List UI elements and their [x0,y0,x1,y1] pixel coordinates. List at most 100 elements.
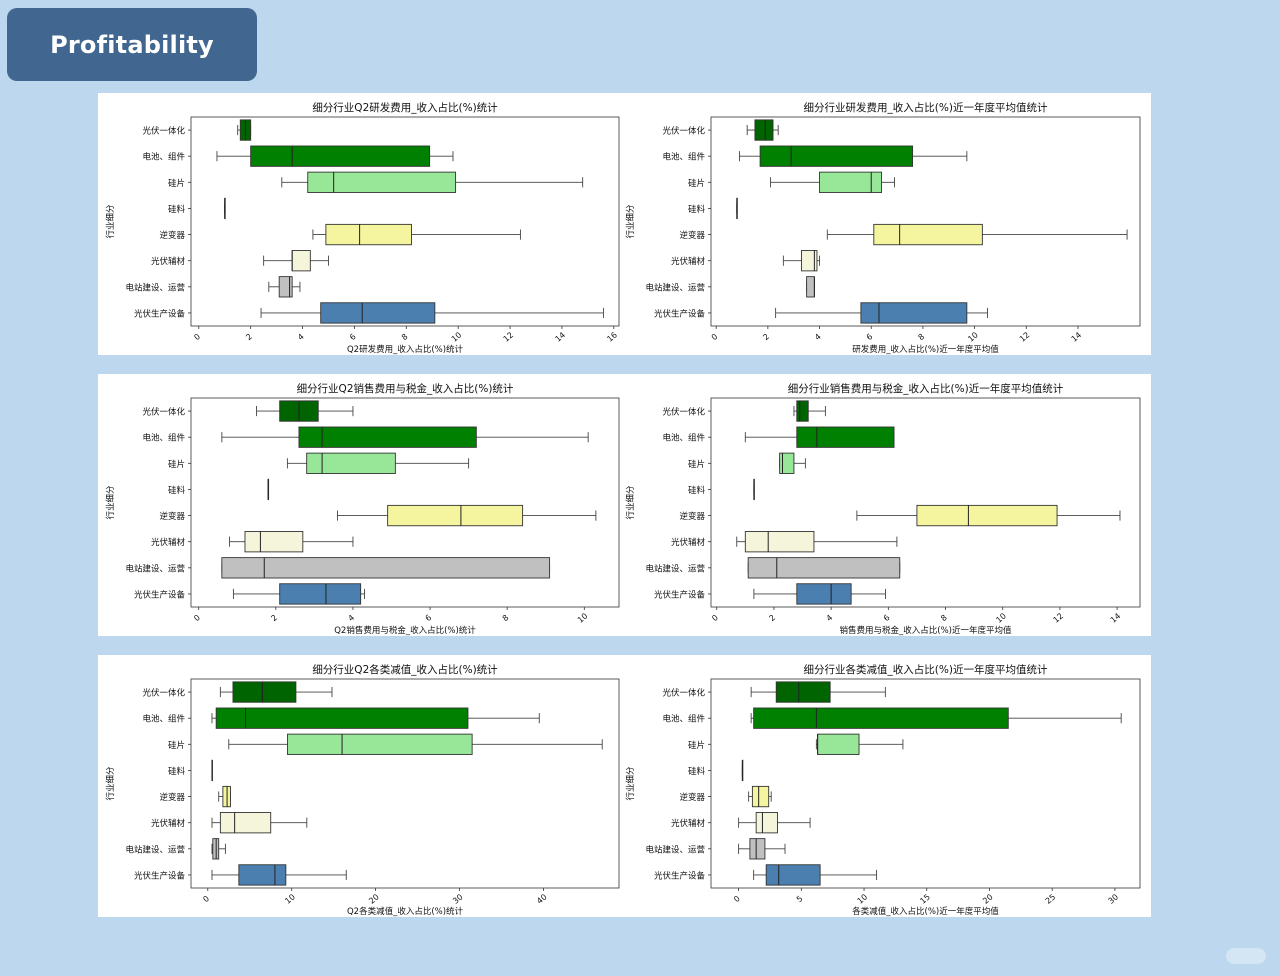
iqr-box [860,302,968,324]
iqr-box [307,171,457,193]
x-tick-label: 0 [710,332,720,342]
box-6 [263,250,329,272]
chart-2: 细分行业Q2销售费用与税金_收入占比(%)统计光伏一体化电池、组件硅片硅料逆变器… [105,382,620,636]
iqr-box [753,707,1009,729]
watermark [1226,948,1266,964]
iqr-box [751,785,770,808]
box-5 [312,223,521,246]
iqr-box [817,733,860,755]
chart-svg-2: 细分行业Q2各类减值_收入占比(%)统计光伏一体化电池、组件硅片硅料逆变器光伏辅… [105,663,1141,917]
x-axis-label: 销售费用与税金_收入占比(%)近一年度平均值 [840,625,1012,636]
box-4 [741,759,744,782]
x-tick-label: 20 [367,892,381,905]
box-2 [750,707,1122,729]
iqr-box [744,531,815,553]
chart-1: 细分行业研发费用_收入占比(%)近一年度平均值统计光伏一体化电池、组件硅片硅料逆… [625,101,1141,355]
iqr-box [754,119,774,141]
y-tick-label: 电站建设、运营 [645,844,705,855]
y-tick-label: 硅片 [168,178,185,189]
box-7 [806,276,815,298]
plot-frame [190,116,620,327]
x-tick-label: 8 [916,332,926,342]
x-tick-label: 4 [825,613,835,623]
iqr-box [801,250,818,272]
y-tick-label: 硅片 [688,740,705,751]
y-tick-label: 光伏辅材 [671,537,706,548]
iqr-box [806,276,815,298]
y-tick-label: 电站建设、运营 [125,563,185,574]
x-axis-label: Q2销售费用与税金_收入占比(%)统计 [334,625,476,636]
x-tick-label: 6 [865,332,875,342]
box-7 [268,276,301,298]
x-tick-label: 25 [1044,892,1058,905]
y-tick-label: 电池、组件 [142,714,185,725]
x-tick-label: 15 [918,892,932,905]
y-tick-label: 光伏生产设备 [654,870,706,881]
box-7 [221,557,551,579]
y-tick-label: 硅料 [688,485,706,496]
box-7 [747,557,901,579]
box-5 [337,504,597,527]
iqr-box [232,681,297,703]
y-tick-label: 电站建设、运营 [125,844,185,855]
x-tick-label: 12 [1052,611,1066,624]
iqr-box [250,145,431,167]
x-tick-label: 8 [939,613,949,623]
chart-svg-0: 细分行业Q2研发费用_收入占比(%)统计光伏一体化电池、组件硅片硅料逆变器光伏辅… [105,101,1141,355]
x-tick-label: 10 [576,611,590,624]
plot-frame [710,116,1141,327]
iqr-box [796,426,895,448]
x-tick-label: 12 [502,330,516,343]
iqr-box [759,145,914,167]
iqr-box [819,171,883,193]
y-tick-label: 光伏一体化 [662,407,705,418]
chart-4: 细分行业Q2各类减值_收入占比(%)统计光伏一体化电池、组件硅片硅料逆变器光伏辅… [105,663,620,917]
plot-frame [710,397,1141,608]
x-tick-label: 6 [882,613,892,623]
y-tick-label: 硅料 [688,766,706,777]
box-8 [775,302,988,324]
chart-5: 细分行业各类减值_收入占比(%)近一年度平均值统计光伏一体化电池、组件硅片硅料逆… [625,663,1141,917]
y-tick-label: 逆变器 [159,230,185,241]
panel-sales-expense: 细分行业Q2销售费用与税金_收入占比(%)统计 光伏一体化 电池、组件 硅片 硅料 逆变器… [98,374,1151,636]
iqr-box [215,707,469,729]
plot-frame [190,678,620,889]
plot-frame [710,678,1141,889]
box-4 [224,197,226,220]
x-axis-label: 研发费用_收入占比(%)近一年度平均值 [852,344,999,355]
box-1 [746,119,779,141]
iqr-box [287,733,473,755]
x-tick-label: 4 [296,332,306,342]
box-5 [826,223,1128,246]
y-tick-label: 逆变器 [159,511,185,522]
x-tick-label: 0 [192,332,202,342]
y-tick-label: 电站建设、运营 [645,563,705,574]
y-tick-label: 光伏一体化 [662,126,705,137]
box-6 [211,812,308,834]
chart-0: 细分行业Q2研发费用_收入占比(%)统计光伏一体化电池、组件硅片硅料逆变器光伏辅… [105,101,620,355]
iqr-box [244,531,304,553]
y-tick-label: 逆变器 [679,230,705,241]
box-1 [219,681,333,703]
x-axis-label: Q2各类减值_收入占比(%)统计 [347,906,464,917]
x-tick-label: 6 [424,613,434,623]
y-axis-label: 行业细分 [625,485,636,520]
y-tick-label: 电池、组件 [662,714,705,725]
y-tick-label: 光伏辅材 [671,818,706,829]
iqr-box [387,504,524,527]
iqr-box [219,812,272,834]
y-tick-label: 光伏生产设备 [134,308,186,319]
box-4 [753,478,755,501]
y-tick-label: 硅料 [168,485,186,496]
x-tick-label: 10 [966,330,980,343]
y-tick-label: 光伏生产设备 [134,870,186,881]
box-5 [218,785,231,808]
y-tick-label: 光伏一体化 [142,126,185,137]
box-6 [738,812,811,834]
x-tick-label: 2 [269,613,279,623]
x-tick-label: 0 [201,894,211,904]
x-tick-label: 40 [535,892,549,905]
y-axis-label: 行业细分 [105,766,116,801]
x-tick-label: 6 [348,332,358,342]
box-5 [856,504,1121,527]
